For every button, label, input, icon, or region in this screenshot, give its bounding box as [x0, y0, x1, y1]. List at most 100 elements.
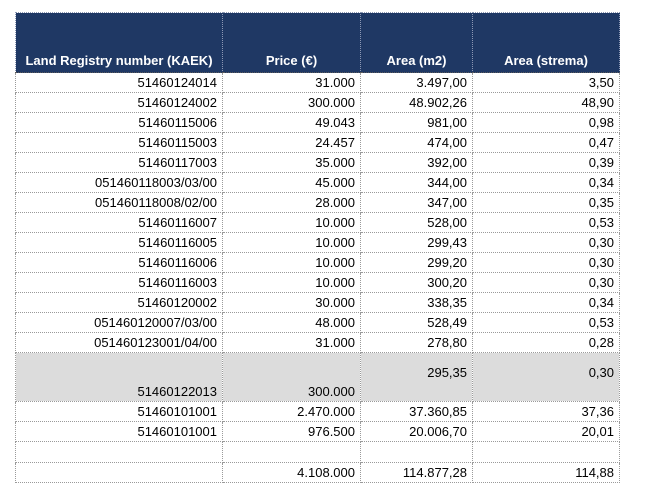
price-cell: [222, 441, 361, 463]
kaek-cell: 51460116007: [15, 212, 223, 233]
table-row: 51460124002 300.000 48.902,26 48,90: [15, 92, 620, 113]
column-header-price: Price (€): [222, 12, 361, 73]
area-m2-cell: 347,00: [360, 192, 473, 213]
area-m2-cell: 299,43: [360, 232, 473, 253]
kaek-cell: 051460118003/03/00: [15, 172, 223, 193]
area-m2-cell: 37.360,85: [360, 401, 473, 422]
area-strema-cell: 0,35: [472, 192, 620, 213]
price-cell: 300.000: [222, 92, 361, 113]
table-row: 51460120002 30.000 338,35 0,34: [15, 292, 620, 313]
table-row: 051460120007/03/00 48.000 528,49 0,53: [15, 312, 620, 333]
price-cell: 48.000: [222, 312, 361, 333]
area-m2-cell: 3.497,00: [360, 72, 473, 93]
price-cell: 4.108.000: [222, 462, 361, 483]
kaek-cell: 51460120002: [15, 292, 223, 313]
kaek-cell: 51460101001: [15, 421, 223, 442]
area-strema-cell: 0,28: [472, 332, 620, 353]
area-strema-cell: 0,47: [472, 132, 620, 153]
area-m2-cell: 278,80: [360, 332, 473, 353]
price-cell: 35.000: [222, 152, 361, 173]
kaek-cell: 51460115006: [15, 112, 223, 133]
area-strema-cell: 0,30: [472, 252, 620, 273]
area-strema-cell: 0,98: [472, 112, 620, 133]
kaek-cell: 51460117003: [15, 152, 223, 173]
price-cell: 10.000: [222, 252, 361, 273]
area-strema-cell: 0,30: [472, 272, 620, 293]
kaek-cell: 51460116006: [15, 252, 223, 273]
table-row: 51460116006 10.000 299,20 0,30: [15, 252, 620, 273]
price-cell: 30.000: [222, 292, 361, 313]
kaek-cell: 51460122013: [15, 352, 223, 402]
area-m2-cell: 474,00: [360, 132, 473, 153]
kaek-cell: 51460124002: [15, 92, 223, 113]
column-header-area-strema: Area (strema): [472, 12, 620, 73]
area-strema-cell: 20,01: [472, 421, 620, 442]
area-strema-cell: 0,34: [472, 172, 620, 193]
area-m2-cell: 295,35: [360, 352, 473, 402]
area-strema-cell: 0,39: [472, 152, 620, 173]
area-strema-cell: 0,34: [472, 292, 620, 313]
kaek-cell: 051460118008/02/00: [15, 192, 223, 213]
area-strema-cell: 37,36: [472, 401, 620, 422]
land-registry-table: Land Registry number (KAEK) Price (€) Ar…: [15, 12, 620, 483]
area-m2-cell: 48.902,26: [360, 92, 473, 113]
price-cell: 976.500: [222, 421, 361, 442]
column-header-kaek: Land Registry number (KAEK): [15, 12, 223, 73]
table-row: 51460116005 10.000 299,43 0,30: [15, 232, 620, 253]
area-strema-cell: 3,50: [472, 72, 620, 93]
area-m2-cell: 344,00: [360, 172, 473, 193]
price-cell: 28.000: [222, 192, 361, 213]
area-strema-cell: 48,90: [472, 92, 620, 113]
area-strema-cell: 0,30: [472, 352, 620, 402]
column-header-area-m2: Area (m2): [360, 12, 473, 73]
kaek-cell: 051460120007/03/00: [15, 312, 223, 333]
area-m2-cell: 338,35: [360, 292, 473, 313]
area-strema-cell: [472, 441, 620, 463]
kaek-cell: 51460116005: [15, 232, 223, 253]
price-cell: 45.000: [222, 172, 361, 193]
table-row: 51460101001 976.500 20.006,70 20,01: [15, 421, 620, 442]
price-cell: 300.000: [222, 352, 361, 402]
area-m2-cell: [360, 441, 473, 463]
land-registry-table-container: Land Registry number (KAEK) Price (€) Ar…: [15, 12, 620, 483]
table-row: 51460116003 10.000 300,20 0,30: [15, 272, 620, 293]
table-header: Land Registry number (KAEK) Price (€) Ar…: [15, 12, 620, 73]
price-cell: 10.000: [222, 272, 361, 293]
area-m2-cell: 299,20: [360, 252, 473, 273]
area-m2-cell: 114.877,28: [360, 462, 473, 483]
kaek-cell: 051460123001/04/00: [15, 332, 223, 353]
area-m2-cell: 20.006,70: [360, 421, 473, 442]
price-cell: 31.000: [222, 72, 361, 93]
table-row: 51460115006 49.043 981,00 0,98: [15, 112, 620, 133]
kaek-cell: [15, 462, 223, 483]
price-cell: 49.043: [222, 112, 361, 133]
price-cell: 2.470.000: [222, 401, 361, 422]
area-strema-cell: 114,88: [472, 462, 620, 483]
table-row: 51460124014 31.000 3.497,00 3,50: [15, 72, 620, 93]
area-m2-cell: 981,00: [360, 112, 473, 133]
price-cell: 24.457: [222, 132, 361, 153]
kaek-cell: 51460116003: [15, 272, 223, 293]
area-strema-cell: 0,53: [472, 212, 620, 233]
table-row: 51460101001 2.470.000 37.360,85 37,36: [15, 401, 620, 422]
table-row: 051460118008/02/00 28.000 347,00 0,35: [15, 192, 620, 213]
table-row: 51460122013 300.000 295,35 0,30: [15, 352, 620, 402]
table-row: 051460118003/03/00 45.000 344,00 0,34: [15, 172, 620, 193]
kaek-cell: 51460124014: [15, 72, 223, 93]
table-row: 51460116007 10.000 528,00 0,53: [15, 212, 620, 233]
area-m2-cell: 528,49: [360, 312, 473, 333]
price-cell: 10.000: [222, 212, 361, 233]
table-row: 51460115003 24.457 474,00 0,47: [15, 132, 620, 153]
kaek-cell: 51460101001: [15, 401, 223, 422]
table-row: 4.108.000 114.877,28 114,88: [15, 462, 620, 483]
table-body: 51460124014 31.000 3.497,00 3,50 51460124002…: [15, 72, 620, 483]
price-cell: 31.000: [222, 332, 361, 353]
table-row: [15, 441, 620, 463]
area-strema-cell: 0,30: [472, 232, 620, 253]
kaek-cell: [15, 441, 223, 463]
header-row: Land Registry number (KAEK) Price (€) Ar…: [15, 12, 620, 73]
table-row: 051460123001/04/00 31.000 278,80 0,28: [15, 332, 620, 353]
area-m2-cell: 528,00: [360, 212, 473, 233]
area-strema-cell: 0,53: [472, 312, 620, 333]
kaek-cell: 51460115003: [15, 132, 223, 153]
